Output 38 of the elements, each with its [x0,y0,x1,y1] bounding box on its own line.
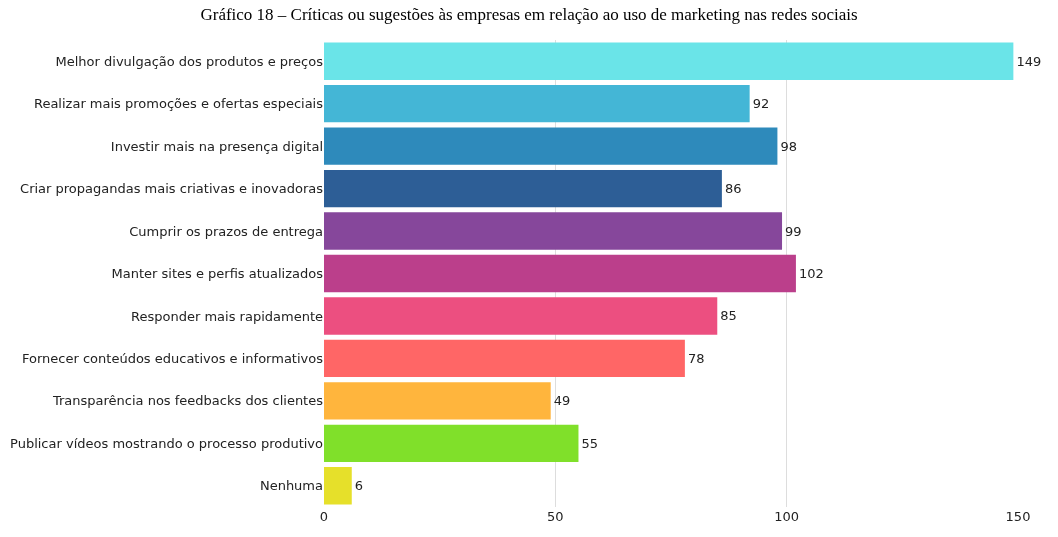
bar [324,254,796,293]
x-tick-label: 100 [774,509,800,524]
bar [324,339,685,378]
y-tick-label: Melhor divulgação dos produtos e preços [55,53,324,69]
bar [324,42,1014,80]
bar [324,467,352,505]
x-tick-label: 0 [319,509,329,524]
x-tick-label: 150 [1005,509,1031,524]
data-label: 92 [752,96,770,112]
y-tick-label: Investir mais na presença digital [110,138,323,154]
chart-title: Gráfico 18 – Críticas ou sugestões às empresas em relação ao uso de marketing nas redes sociais [200,4,858,24]
data-label: 78 [687,350,705,366]
data-label: 49 [553,393,571,409]
x-tick-label: 50 [547,509,564,524]
y-tick-label: Publicar vídeos mostrando o processo produtivo [10,435,324,451]
y-tick-label: Cumprir os prazos de entrega [129,223,323,239]
y-tick-label: Nenhuma [259,478,323,494]
data-label: 98 [780,138,797,154]
data-label: 99 [785,223,802,239]
data-label: 102 [798,266,824,281]
y-tick-label: Manter sites e perfis atualizados [111,266,324,282]
y-tick-label: Fornecer conteúdos educativos e informativos [22,350,324,366]
y-tick-label: Realizar mais promoções e ofertas especiais [33,96,324,112]
data-label: 149 [1016,53,1042,69]
y-tick-label: Transparência nos feedbacks dos clientes [51,393,324,409]
y-tick-label: Criar propagandas mais criativas e inovadoras [20,181,324,197]
bar [324,127,778,165]
bar [324,169,722,208]
bar [324,382,551,420]
bar [324,212,783,250]
data-label: 6 [354,478,364,494]
y-tick-label: Responder mais rapidamente [131,308,323,324]
bar [324,297,718,335]
bar [324,85,750,123]
data-label: 85 [720,308,737,324]
data-label: 86 [724,181,742,197]
bar [324,424,579,462]
data-label: 55 [581,435,599,451]
